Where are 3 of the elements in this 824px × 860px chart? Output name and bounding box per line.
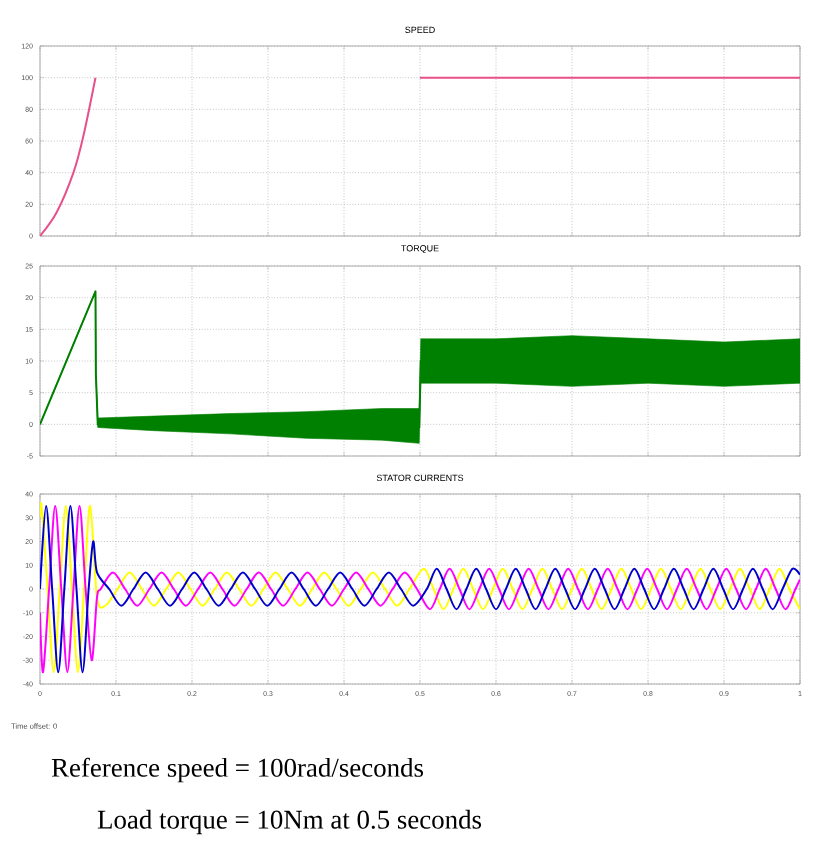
text: Reference speed = 100rad/seconds xyxy=(51,757,424,783)
line-series xyxy=(40,504,801,674)
text: Load torque = 10Nm at 0.5 seconds xyxy=(97,809,482,835)
